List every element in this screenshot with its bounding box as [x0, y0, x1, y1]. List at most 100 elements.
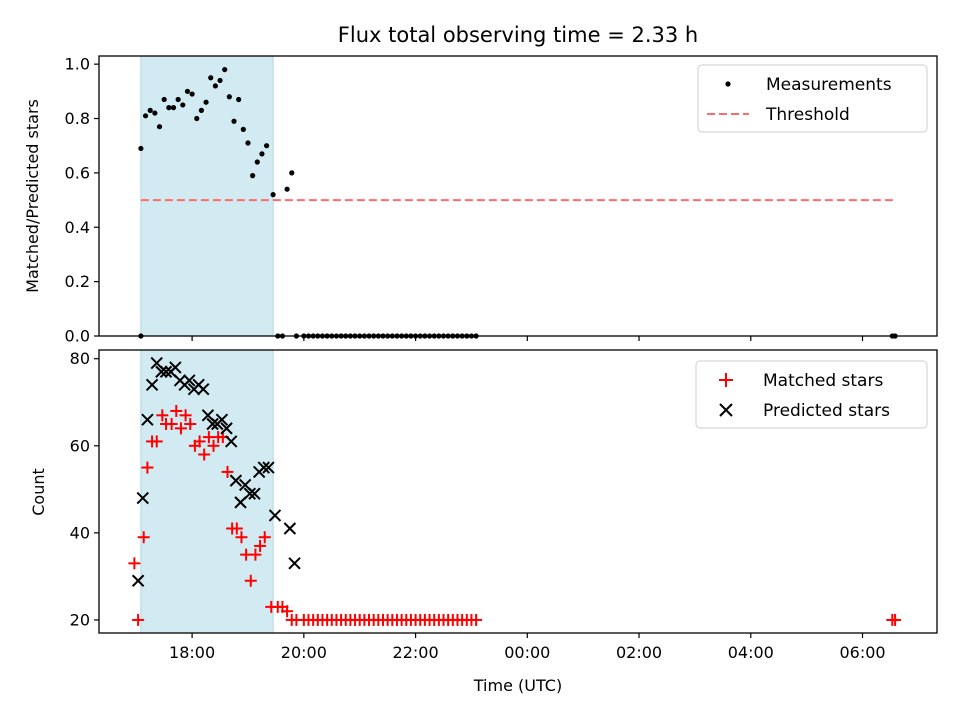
count-legend: Matched stars Predicted stars	[695, 360, 928, 429]
count-y-ticks: 20 40 60 80	[70, 349, 99, 629]
x-tick-label: 00:00	[504, 643, 550, 662]
matched-point	[165, 418, 178, 431]
y-tick-label: 20	[70, 610, 90, 629]
predicted-point	[243, 487, 257, 500]
predicted-point-b	[206, 417, 219, 431]
measurement-point	[198, 107, 205, 113]
observing-span-shade	[140, 55, 274, 337]
predicted-point-b	[220, 422, 233, 435]
measurement-point	[236, 96, 242, 103]
measurement-point	[250, 173, 256, 179]
predicted-legend-label: Predicted stars	[763, 401, 890, 421]
measurement-point	[259, 151, 265, 157]
count-y-axis-label: Count	[29, 468, 48, 516]
measurement-point	[222, 66, 228, 73]
predicted-legend-marker	[719, 403, 733, 417]
count-legend-box	[695, 360, 928, 429]
y-tick-label: 0.6	[65, 163, 90, 182]
predicted-point	[136, 491, 149, 505]
ratio-legend-box	[697, 64, 928, 133]
matched-point	[128, 557, 141, 570]
measurement-point	[138, 145, 144, 152]
count-x-ticks: 18:00 20:00 22:00 00:00 02:00 04:00 06:00	[169, 633, 886, 662]
predicted-point	[225, 435, 238, 448]
measurements-legend-marker	[725, 81, 731, 87]
predicted-point	[145, 378, 159, 392]
measurement-point	[142, 113, 149, 119]
measurement-point	[156, 124, 163, 130]
measurement-point	[152, 110, 158, 116]
x-tick-label: 04:00	[728, 643, 774, 662]
predicted-point	[131, 574, 145, 587]
chart-title: Flux total observing time = 2.33 h	[338, 23, 698, 47]
ratio-axes-frame	[98, 55, 938, 337]
matched-point	[254, 539, 267, 552]
x-tick-label: 22:00	[393, 643, 439, 662]
matched-point	[179, 409, 192, 422]
measurement-point	[175, 96, 181, 103]
matched-point	[170, 404, 183, 417]
predicted-point	[183, 374, 196, 387]
measurement-point	[161, 96, 167, 103]
predicted-point-b	[225, 435, 238, 448]
matched-point	[221, 465, 234, 478]
matched-legend-marker	[719, 373, 733, 387]
measurement-point	[240, 126, 246, 132]
predicted-point	[262, 461, 275, 474]
measurement-point	[208, 75, 214, 81]
x-tick-label: 06:00	[839, 643, 885, 662]
matched-point	[235, 531, 248, 544]
matched-point	[132, 613, 145, 626]
measurement-point	[212, 83, 218, 89]
ratio-y-axis-label: Matched/Predicted stars	[23, 99, 42, 293]
matched-point	[230, 522, 243, 535]
predicted-point-b	[159, 365, 173, 378]
x-tick-label: 20:00	[281, 643, 327, 662]
predicted-point-b	[268, 509, 282, 522]
predicted-point-b	[238, 478, 252, 492]
predicted-point	[268, 509, 282, 522]
y-tick-label: 40	[70, 523, 90, 542]
ratio-legend: Measurements Threshold	[697, 64, 928, 133]
matched-point	[470, 613, 483, 626]
measurement-point	[189, 91, 195, 97]
shaded-span	[140, 55, 274, 337]
y-tick-label: 1.0	[65, 55, 90, 74]
measurement-point	[270, 192, 276, 198]
ratio-y-ticks: 0.0 0.2 0.4 0.6 0.8 1.0	[65, 55, 99, 346]
predicted-point	[288, 557, 301, 570]
y-tick-label: 0.0	[65, 327, 90, 346]
matched-point	[889, 613, 902, 626]
predicted-point-b	[288, 557, 301, 570]
count-panel: 20 40 60 80 18:00 20:00 22:00 00:00 02:00 04:00 0…	[29, 349, 938, 695]
predicted-point	[220, 422, 233, 435]
matched-point	[156, 409, 169, 422]
predicted-point-b	[183, 374, 196, 387]
matched-point	[193, 435, 206, 448]
predicted-point	[248, 487, 261, 500]
predicted-point-b	[243, 487, 257, 500]
matched-point	[141, 461, 154, 474]
measurement-point	[226, 94, 232, 100]
measurement-point	[203, 99, 209, 105]
predicted-point-b	[201, 409, 215, 422]
x-axis-label: Time (UTC)	[473, 676, 562, 695]
measurement-point	[289, 170, 295, 176]
predicted-point-b	[136, 491, 149, 505]
measurement-point	[180, 102, 186, 108]
predicted-point-b	[248, 487, 261, 500]
matched-stars-series	[128, 404, 902, 626]
matched-point	[198, 448, 211, 461]
matched-point	[207, 439, 220, 452]
y-tick-label: 0.2	[65, 272, 90, 291]
predicted-point	[257, 461, 271, 474]
measurement-point	[245, 140, 251, 146]
measurement-point	[264, 143, 270, 149]
measurement-point	[147, 107, 153, 113]
predicted-point-b	[257, 461, 271, 474]
predicted-point	[169, 361, 182, 374]
matched-point	[281, 605, 294, 618]
matched-point	[249, 548, 262, 561]
y-tick-label: 80	[70, 349, 90, 368]
